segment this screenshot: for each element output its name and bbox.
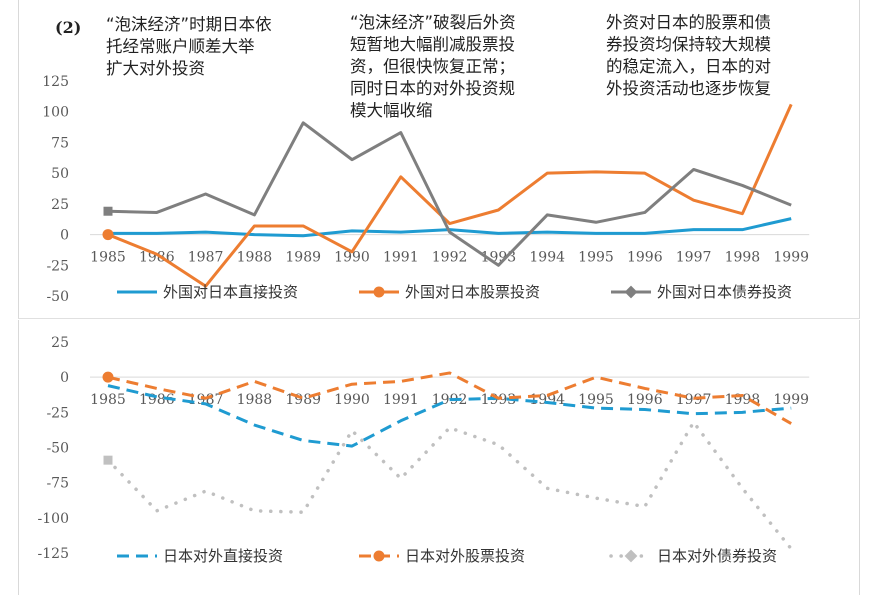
y-tick-label: 0 [60,370,69,386]
x-tick-label: 1987 [188,250,224,266]
x-tick-label: 1999 [773,250,809,266]
x-tick-label: 1988 [237,250,273,266]
y-tick-label: 100 [42,105,69,121]
legend-marker [624,549,638,563]
x-tick-label: 1993 [481,392,517,408]
annotation-bubble-era: “泡沫经济”时期日本依 托经常账户顺差大举 扩大对外投资 [106,15,272,78]
legend-marker [624,285,638,299]
y-tick-label: -25 [46,405,69,421]
x-tick-label: 1997 [676,250,712,266]
legend-label: 日本对外债券投资 [657,547,777,565]
x-tick-label: 1995 [578,250,614,266]
y-tick-label: 25 [51,197,69,213]
y-tick-label: 75 [51,135,69,151]
y-tick-label: -100 [38,511,69,527]
x-tick-label: 1996 [627,392,663,408]
series-line-3 [106,420,793,551]
legend-label: 外国对日本债券投资 [657,283,792,301]
bottom-chart-panel: 25 0 -25 -50 -75 -100 -125 1985 1986 1987 1988 1989… [18,320,860,595]
data-point-marker [103,206,113,216]
x-tick-label: 1987 [188,392,224,408]
y-tick-label: -25 [46,258,69,274]
legend-marker [373,286,385,298]
x-tick-label: 1995 [578,392,614,408]
x-tick-label: 1985 [90,392,126,408]
data-point-marker [103,455,113,465]
y-tick-label: -50 [46,289,69,305]
y-tick-label: -50 [46,441,69,457]
legend-label: 外国对日本股票投资 [405,283,540,301]
legend-label: 日本对外直接投资 [163,547,283,565]
legend-marker [373,550,385,562]
x-tick-label: 1996 [627,250,663,266]
annotation-recovery: 外资对日本的股票和债 券投资均保持较大规模 的稳定流入，日本的对 外投资活动也逐… [606,13,771,98]
x-tick-label: 1993 [481,250,517,266]
y-tick-label: 125 [42,74,69,90]
x-tick-label: 1985 [90,250,126,266]
panel-label: (2) [55,18,82,37]
x-tick-label: 1999 [773,392,809,408]
x-tick-label: 1991 [383,392,419,408]
legend-label: 外国对日本直接投资 [163,283,298,301]
y-tick-label: -125 [38,546,69,562]
annotation-post-bubble: “泡沫经济”破裂后外资 短暂地大幅削减股票投 资，但很快恢复正常； 同时日本的对… [350,13,516,120]
x-tick-label: 1991 [383,250,419,266]
series-line-2 [107,371,792,425]
x-tick-label: 1990 [334,250,370,266]
series-line-1 [107,384,792,448]
series-line-2 [107,103,793,288]
x-tick-label: 1992 [432,250,468,266]
x-tick-label: 1990 [334,392,370,408]
y-tick-label: 25 [51,335,69,351]
y-tick-label: -75 [46,476,69,492]
x-tick-label: 1988 [237,392,273,408]
data-point-marker [102,371,114,383]
y-tick-label: 0 [60,228,69,244]
x-tick-label: 1989 [285,250,321,266]
data-point-marker [102,229,114,241]
x-tick-label: 1994 [529,250,565,266]
y-tick-label: 50 [51,166,69,182]
x-tick-label: 1998 [725,250,761,266]
top-chart-panel: 125 100 75 50 25 0 -25 -50 1985 1986 1987 1988 1989 1… [18,0,860,319]
series-line-3 [107,121,792,267]
legend-label: 日本对外股票投资 [405,547,525,565]
